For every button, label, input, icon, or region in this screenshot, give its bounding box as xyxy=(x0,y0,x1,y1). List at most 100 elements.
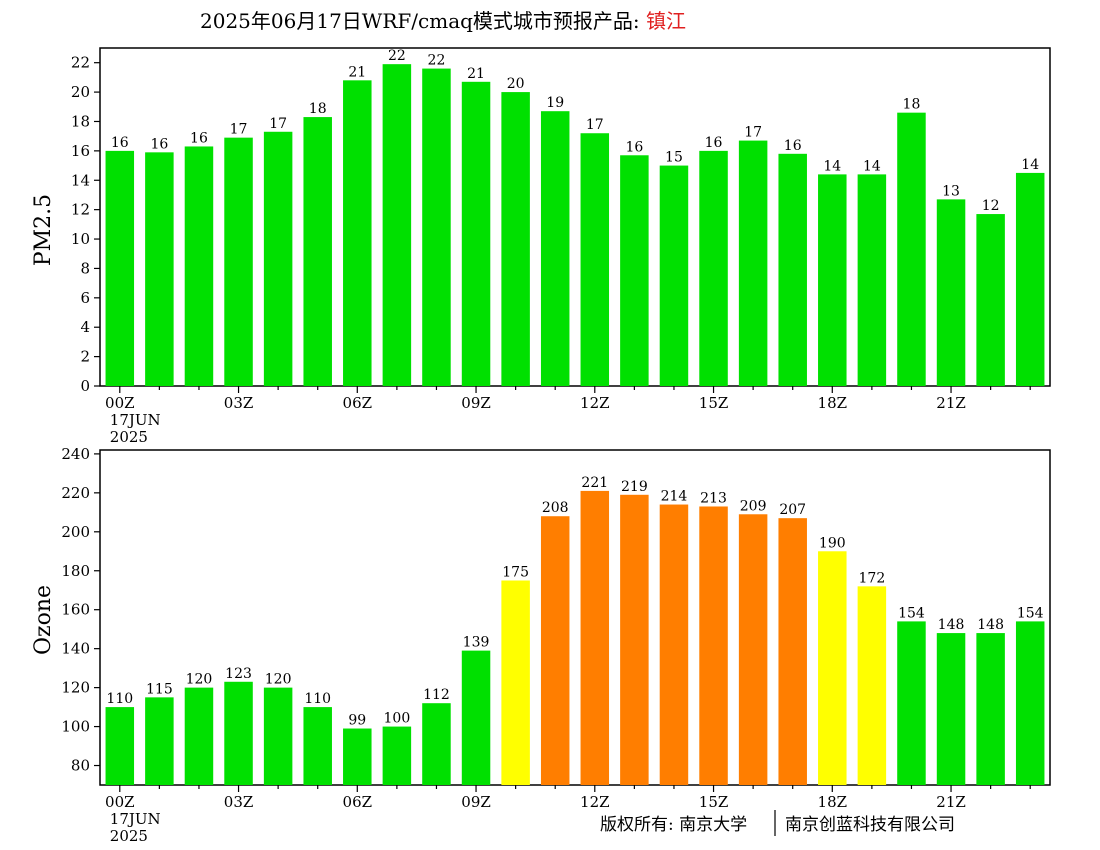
ozone-value-label: 175 xyxy=(502,564,529,580)
pm25-bar xyxy=(857,174,887,386)
ozone-bar xyxy=(659,504,689,785)
copyright-notice: 版权所有: 南京大学 南京创蓝科技有限公司 xyxy=(600,810,955,836)
pm25-panel: 0 2 4 6 8 10 12 14 16 18 20 22 PM2.5 16 16 16 17 17 18 21 22… xyxy=(31,47,1051,446)
ozone-bar xyxy=(461,650,491,785)
pm25-ytick-label: 14 xyxy=(71,171,90,189)
pm25-ytick-label: 8 xyxy=(80,259,90,277)
ozone-bar xyxy=(145,697,174,785)
ozone-bar xyxy=(818,551,847,785)
copyright-right: 南京创蓝科技有限公司 xyxy=(785,815,955,835)
pm25-xtick-label: 00Z xyxy=(105,394,135,412)
ozone-value-label: 115 xyxy=(146,681,173,697)
ozone-bar xyxy=(184,687,214,785)
ozone-value-label: 100 xyxy=(384,711,411,727)
pm25-bar xyxy=(936,199,966,386)
pm25-xtick-label: 12Z xyxy=(580,394,610,412)
ozone-bar xyxy=(778,518,807,785)
ozone-xtick-label: 18Z xyxy=(818,793,848,811)
ozone-value-label: 139 xyxy=(463,635,490,651)
pm25-ytick-label: 22 xyxy=(71,54,90,72)
ozone-xtick-label: 12Z xyxy=(580,793,610,811)
pm25-value-label: 13 xyxy=(942,183,960,199)
pm25-bar xyxy=(699,150,728,386)
title-prefix: 2025年06月17日WRF/cmaq模式城市预报产品: xyxy=(200,9,646,33)
ozone-bar xyxy=(1015,621,1045,785)
ozone-panel: 80 100 120 140 160 180 200 220 240 Ozone 110 115 120… xyxy=(31,445,1051,845)
ozone-bar xyxy=(343,728,372,785)
ozone-bar xyxy=(382,726,412,785)
ozone-xtick-label: 2025 xyxy=(110,827,148,845)
ozone-ytick-label: 100 xyxy=(61,718,90,736)
ozone-bar xyxy=(936,633,966,785)
pm25-bar xyxy=(343,80,372,386)
pm25-plot-frame xyxy=(99,47,1051,387)
pm25-ytick-label: 10 xyxy=(71,230,90,248)
pm25-bar xyxy=(1015,172,1045,386)
ozone-value-label: 110 xyxy=(106,691,133,707)
pm25-bar xyxy=(422,68,451,386)
pm25-value-label: 18 xyxy=(903,97,921,113)
pm25-bar xyxy=(620,155,649,386)
ozone-ytick-label: 160 xyxy=(61,601,90,619)
ozone-value-label: 214 xyxy=(661,489,688,505)
pm25-value-label: 14 xyxy=(1021,157,1039,173)
ozone-bar xyxy=(857,586,887,785)
pm25-value-label: 20 xyxy=(507,76,525,92)
ozone-bar xyxy=(105,707,135,785)
pm25-bar xyxy=(105,150,135,386)
ozone-xtick-label: 03Z xyxy=(224,793,254,811)
pm25-bar xyxy=(461,81,491,387)
pm25-bar xyxy=(303,117,332,386)
pm25-ytick-label: 6 xyxy=(80,289,90,307)
ozone-value-label: 112 xyxy=(423,687,450,703)
pm25-value-label: 21 xyxy=(348,64,366,80)
pm25-value-label: 16 xyxy=(784,138,802,154)
pm25-value-label: 16 xyxy=(625,139,643,155)
pm25-value-label: 17 xyxy=(230,122,248,138)
pm25-bar xyxy=(224,137,253,386)
ozone-bar xyxy=(976,633,1005,785)
ozone-bar xyxy=(263,687,293,785)
pm25-xtick-label: 18Z xyxy=(818,394,848,412)
pm25-bar xyxy=(580,133,610,386)
ozone-value-label: 219 xyxy=(621,479,648,495)
pm25-value-label: 22 xyxy=(388,48,406,64)
pm25-ytick-label: 12 xyxy=(71,201,90,219)
ozone-value-label: 209 xyxy=(740,498,767,514)
pm25-value-label: 14 xyxy=(823,158,841,174)
ozone-value-label: 148 xyxy=(938,617,965,633)
ozone-value-label: 190 xyxy=(819,535,846,551)
ozone-ytick-label: 180 xyxy=(61,562,90,580)
pm25-xtick-label: 09Z xyxy=(461,394,491,412)
pm25-bar xyxy=(659,165,689,386)
ozone-xtick-label: 09Z xyxy=(461,793,491,811)
ozone-xtick-label: 17JUN xyxy=(110,810,161,828)
ozone-value-label: 120 xyxy=(186,672,213,688)
pm25-value-label: 19 xyxy=(546,95,564,111)
ozone-bar xyxy=(501,580,530,785)
chart-title: 2025年06月17日WRF/cmaq模式城市预报产品: 镇江 xyxy=(200,9,686,33)
ozone-bar xyxy=(897,621,926,785)
pm25-xtick-label: 03Z xyxy=(224,394,254,412)
pm25-ytick-label: 4 xyxy=(80,318,90,336)
ozone-value-label: 154 xyxy=(1017,605,1044,621)
ozone-value-label: 221 xyxy=(581,475,608,491)
pm25-bar xyxy=(897,112,926,387)
ozone-ytick-label: 120 xyxy=(61,679,90,697)
pm25-value-label: 16 xyxy=(150,136,168,152)
pm25-value-label: 17 xyxy=(744,125,762,141)
ozone-ytick-label: 140 xyxy=(61,640,90,658)
pm25-xtick-label: 2025 xyxy=(110,428,148,446)
ozone-value-label: 120 xyxy=(265,672,292,688)
pm25-ytick-label: 18 xyxy=(71,112,90,130)
ozone-value-label: 99 xyxy=(348,713,366,729)
ozone-xtick-label: 06Z xyxy=(343,793,373,811)
ozone-bar xyxy=(303,707,332,785)
ozone-axis-label: Ozone xyxy=(31,585,56,655)
pm25-bar xyxy=(976,214,1005,386)
pm25-xtick-label: 15Z xyxy=(699,394,729,412)
ozone-value-label: 208 xyxy=(542,500,569,516)
ozone-bar xyxy=(738,514,768,785)
pm25-bar xyxy=(540,111,570,386)
